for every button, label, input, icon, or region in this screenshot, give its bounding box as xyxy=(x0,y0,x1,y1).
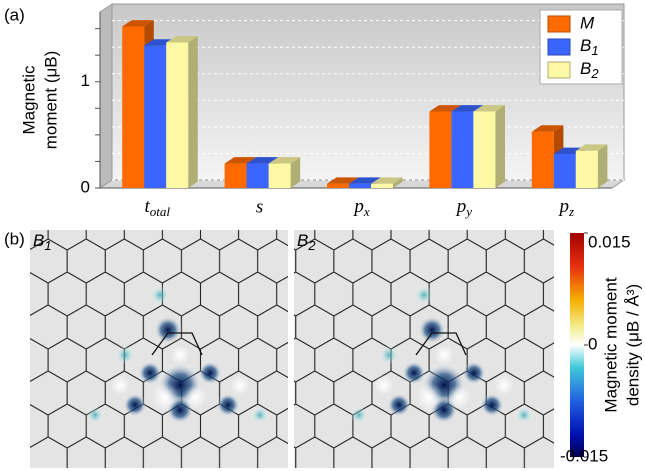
colorbar-label: density (μB / Å³) xyxy=(623,284,642,406)
bar xyxy=(429,111,452,188)
lattice xyxy=(30,230,288,468)
density-blob xyxy=(480,393,504,417)
bar-side xyxy=(597,144,608,188)
bar xyxy=(224,163,247,188)
bar xyxy=(531,131,554,188)
bar xyxy=(268,163,291,188)
bar xyxy=(144,45,167,188)
legend-swatch xyxy=(547,15,571,33)
x-tick-label: s xyxy=(256,196,263,217)
bar-top xyxy=(451,105,483,112)
density-blob xyxy=(154,316,182,344)
legend-label: B2 xyxy=(580,59,599,81)
density-blob xyxy=(86,406,104,424)
bar xyxy=(371,183,393,188)
x-tick-label: total xyxy=(144,196,170,219)
density-blob xyxy=(402,361,426,385)
density-blob xyxy=(170,345,190,365)
y-axis-label: moment (μB) xyxy=(41,51,60,150)
density-blob xyxy=(151,383,179,411)
lattice xyxy=(294,230,554,468)
defect-outline xyxy=(415,332,467,356)
density-blob xyxy=(462,361,486,385)
density-blob xyxy=(350,406,368,424)
bar-top xyxy=(246,157,279,164)
y-tick-label: 1 xyxy=(81,71,90,90)
side-wall xyxy=(99,3,113,189)
density-blob xyxy=(115,345,135,365)
y-axis-label: Magnetic xyxy=(19,65,38,134)
density-blob xyxy=(216,393,240,417)
bar-top xyxy=(166,36,198,43)
density-blob xyxy=(447,385,471,409)
legend-swatch xyxy=(547,38,571,56)
colorbar-tick-label: -0.015 xyxy=(560,446,608,465)
defect-outline xyxy=(151,332,203,356)
bar xyxy=(473,111,496,188)
bar-top xyxy=(122,20,154,27)
bar xyxy=(553,154,576,188)
density-blob xyxy=(415,383,443,411)
bar-top xyxy=(224,157,257,164)
bar-top xyxy=(531,125,564,132)
density-map xyxy=(294,230,554,468)
density-blob xyxy=(138,361,162,385)
y-tick-label: 0 xyxy=(81,177,90,196)
bar-top xyxy=(473,105,505,112)
density-blob xyxy=(183,385,207,409)
density-blob xyxy=(251,406,269,424)
bar xyxy=(327,183,349,188)
x-tick-label: px xyxy=(352,196,370,219)
panel-label: (a) xyxy=(4,5,25,24)
colorbar-tick-label: 0.015 xyxy=(588,232,631,251)
density-blob xyxy=(374,375,394,395)
density-blob xyxy=(434,345,454,365)
bar xyxy=(451,111,474,188)
bar-top xyxy=(575,144,608,151)
x-tick-label: py xyxy=(455,196,473,219)
bar-side xyxy=(393,177,403,188)
colorbar xyxy=(570,233,584,457)
bar-top xyxy=(371,177,403,184)
panel-label: (b) xyxy=(4,229,25,248)
density-blob xyxy=(198,361,222,385)
bar-side xyxy=(290,157,301,188)
bar-side xyxy=(495,105,505,188)
colorbar-label: Magnetic moment xyxy=(601,277,620,412)
colorbar-tick-label: 0 xyxy=(588,334,597,353)
image-label: B2 xyxy=(297,231,316,253)
bar-top xyxy=(268,157,301,164)
density-blob xyxy=(418,316,446,344)
bar xyxy=(246,163,269,188)
bar xyxy=(166,42,189,188)
density-blob xyxy=(230,375,250,395)
density-blob xyxy=(515,406,533,424)
legend-label: B1 xyxy=(580,36,599,58)
bar-side xyxy=(188,36,198,188)
density-blob xyxy=(110,375,130,395)
bar-top xyxy=(429,105,461,112)
density-blob xyxy=(150,285,170,305)
bar xyxy=(122,26,145,188)
density-blob xyxy=(379,345,399,365)
density-blob xyxy=(123,393,147,417)
density-blob xyxy=(494,375,514,395)
bar-top xyxy=(327,177,359,184)
x-tick-label: pz xyxy=(558,196,575,219)
density-blob xyxy=(414,285,434,305)
legend-swatch xyxy=(547,61,571,79)
bar-top xyxy=(349,177,381,184)
bar xyxy=(575,150,598,188)
density-blob xyxy=(387,393,411,417)
density-map xyxy=(30,230,288,468)
legend-label: M xyxy=(580,13,595,32)
bar xyxy=(349,183,371,188)
image-label: B1 xyxy=(33,231,52,253)
